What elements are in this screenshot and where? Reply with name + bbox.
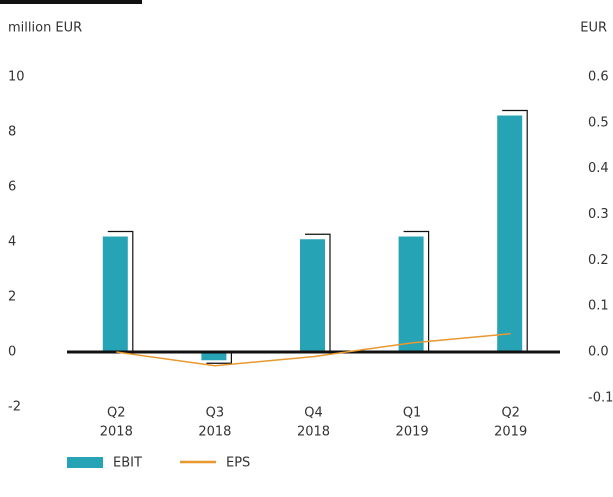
x-tick-label: Q2 <box>107 406 126 421</box>
x-tick-label: 2019 <box>396 425 429 440</box>
bar <box>201 352 227 361</box>
y2-tick-label: 0.3 <box>588 207 609 222</box>
y2-axis-label: EUR <box>580 21 607 36</box>
y-tick-label: 8 <box>8 125 16 140</box>
y2-tick-label: 0.1 <box>588 299 609 314</box>
bar <box>102 236 128 352</box>
y-tick-label: 10 <box>8 70 25 85</box>
bar <box>497 115 523 352</box>
x-tick-label: Q4 <box>304 406 323 421</box>
bar-outline <box>502 109 528 352</box>
y2-tick-label: 0.4 <box>588 161 609 176</box>
legend-label: EBIT <box>113 456 142 471</box>
bar-outline <box>107 230 134 352</box>
legend-label: EPS <box>226 456 250 471</box>
x-tick-label: 2018 <box>198 425 231 440</box>
y-axis-label: million EUR <box>8 21 82 36</box>
y-tick-label: 4 <box>8 235 16 250</box>
x-tick-label: 2018 <box>297 425 330 440</box>
x-tick-label: 2018 <box>100 425 133 440</box>
x-tick-label: Q1 <box>403 406 422 421</box>
line <box>116 332 511 367</box>
bar <box>398 236 424 352</box>
bar-outline <box>305 233 331 352</box>
bar-outline <box>403 230 430 352</box>
header-rule <box>0 0 142 4</box>
bar-outline <box>206 352 232 364</box>
x-tick-label: Q3 <box>206 406 225 421</box>
x-tick-label: Q2 <box>501 406 520 421</box>
y2-tick-label: -0.1 <box>588 390 613 405</box>
y-tick-label: 0 <box>8 345 16 360</box>
bar <box>300 239 325 352</box>
y-tick-label: -2 <box>8 400 21 415</box>
x-tick-label: 2019 <box>494 425 527 440</box>
y-tick-label: 2 <box>8 290 16 305</box>
y-tick-label: 6 <box>8 180 16 195</box>
y2-tick-label: 0.0 <box>588 345 609 360</box>
y2-tick-label: 0.2 <box>588 253 609 268</box>
y2-tick-label: 0.5 <box>588 115 609 130</box>
legend-swatch <box>67 457 103 468</box>
y2-tick-label: 0.6 <box>588 70 609 85</box>
